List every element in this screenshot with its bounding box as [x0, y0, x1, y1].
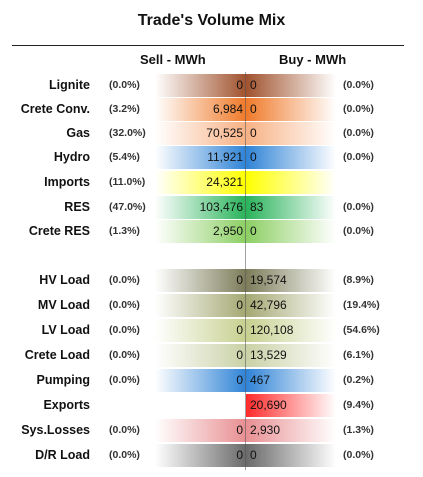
sell-percent: (5.4%) [109, 151, 140, 163]
buy-percent: (19.4%) [343, 299, 380, 311]
table-row: Pumping (0.0%) 0 467 (0.2%) [0, 369, 423, 392]
sell-value: 2,950 [155, 220, 246, 243]
table-row: Crete RES (1.3%) 2,950 0 (0.0%) [0, 220, 423, 243]
table-row: MV Load (0.0%) 0 42,796 (19.4%) [0, 294, 423, 317]
buy-value: 13,529 [246, 344, 336, 367]
sell-value: 70,525 [155, 122, 246, 145]
table-row: Crete Conv. (3.2%) 6,984 0 (0.0%) [0, 98, 423, 121]
row-label: RES [64, 200, 90, 214]
center-divider [245, 72, 246, 470]
sell-percent: (0.0%) [109, 79, 140, 91]
sell-percent: (0.0%) [109, 424, 140, 436]
title-divider [12, 45, 404, 46]
buy-value [246, 171, 336, 194]
buy-value: 0 [246, 146, 336, 169]
buy-header: Buy - MWh [279, 52, 347, 67]
sell-header: Sell - MWh [140, 52, 206, 67]
sell-percent: (0.0%) [109, 324, 140, 336]
sell-percent: (0.0%) [109, 299, 140, 311]
sell-percent: (0.0%) [109, 374, 140, 386]
buy-percent: (0.2%) [343, 374, 374, 386]
row-label: Crete Load [24, 348, 90, 362]
buy-percent: (0.0%) [343, 103, 374, 115]
buy-percent: (54.6%) [343, 324, 380, 336]
buy-percent: (0.0%) [343, 225, 374, 237]
sell-percent: (0.0%) [109, 274, 140, 286]
page-title: Trade's Volume Mix [137, 12, 286, 29]
table-row: Gas (32.0%) 70,525 0 (0.0%) [0, 122, 423, 145]
row-label: Sys.Losses [21, 423, 90, 437]
sell-percent: (11.0%) [109, 176, 146, 188]
sell-value: 0 [155, 269, 246, 292]
sell-percent: (3.2%) [109, 103, 140, 115]
buy-value: 120,108 [246, 319, 336, 342]
row-label: Crete RES [28, 224, 90, 238]
row-label: Pumping [36, 373, 90, 387]
buy-value: 19,574 [246, 269, 336, 292]
sell-value: 0 [155, 74, 246, 97]
sell-value: 11,921 [155, 146, 246, 169]
row-label: Hydro [53, 150, 90, 164]
row-label: HV Load [39, 273, 90, 287]
sell-value: 0 [155, 444, 246, 467]
buy-percent: (0.0%) [343, 201, 374, 213]
buy-percent: (0.0%) [343, 151, 374, 163]
sell-value: 103,476 [155, 196, 246, 219]
table-row: HV Load (0.0%) 0 19,574 (8.9%) [0, 269, 423, 292]
sell-percent: (0.0%) [109, 449, 140, 461]
sell-value: 6,984 [155, 98, 246, 121]
sell-percent: (1.3%) [109, 225, 140, 237]
sell-value: 0 [155, 319, 246, 342]
buy-value: 0 [246, 98, 336, 121]
buy-value: 42,796 [246, 294, 336, 317]
sell-value: 24,321 [155, 171, 246, 194]
row-label: Imports [44, 175, 90, 189]
table-row: RES (47.0%) 103,476 83 (0.0%) [0, 196, 423, 219]
buy-percent: (8.9%) [343, 274, 374, 286]
buy-value: 0 [246, 220, 336, 243]
row-label: MV Load [37, 298, 90, 312]
buy-percent: (6.1%) [343, 349, 374, 361]
sell-value [155, 394, 246, 417]
table-row: LV Load (0.0%) 0 120,108 (54.6%) [0, 319, 423, 342]
buy-value: 2,930 [246, 419, 336, 442]
buy-value: 20,690 [246, 394, 336, 417]
row-label: LV Load [41, 323, 90, 337]
table-row: D/R Load (0.0%) 0 0 (0.0%) [0, 444, 423, 467]
sell-value: 0 [155, 369, 246, 392]
sell-value: 0 [155, 294, 246, 317]
buy-value: 467 [246, 369, 336, 392]
buy-percent: (0.0%) [343, 127, 374, 139]
sell-value: 0 [155, 344, 246, 367]
row-label: Crete Conv. [20, 102, 90, 116]
buy-percent: (9.4%) [343, 399, 374, 411]
buy-percent: (0.0%) [343, 449, 374, 461]
sell-value: 0 [155, 419, 246, 442]
sell-percent: (47.0%) [109, 201, 146, 213]
buy-value: 0 [246, 444, 336, 467]
buy-value: 0 [246, 74, 336, 97]
buy-value: 0 [246, 122, 336, 145]
table-row: Imports (11.0%) 24,321 [0, 171, 423, 194]
table-row: Sys.Losses (0.0%) 0 2,930 (1.3%) [0, 419, 423, 442]
buy-percent: (0.0%) [343, 79, 374, 91]
row-label: D/R Load [35, 448, 90, 462]
row-label: Gas [66, 126, 90, 140]
row-label: Lignite [49, 78, 90, 92]
sell-percent: (0.0%) [109, 349, 140, 361]
buy-percent: (1.3%) [343, 424, 374, 436]
sell-percent: (32.0%) [109, 127, 146, 139]
table-row: Hydro (5.4%) 11,921 0 (0.0%) [0, 146, 423, 169]
table-row: Exports 20,690 (9.4%) [0, 394, 423, 417]
buy-value: 83 [246, 196, 336, 219]
row-label: Exports [43, 398, 90, 412]
table-row: Lignite (0.0%) 0 0 (0.0%) [0, 74, 423, 97]
table-row: Crete Load (0.0%) 0 13,529 (6.1%) [0, 344, 423, 367]
